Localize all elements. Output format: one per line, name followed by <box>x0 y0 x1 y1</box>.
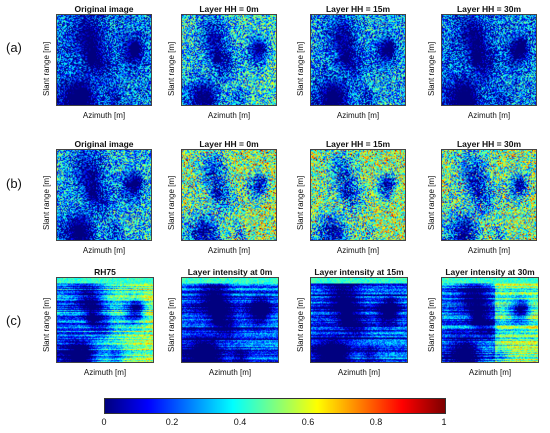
heatmap-canvas <box>311 150 405 240</box>
x-axis-label: Azimuth [m] <box>468 368 512 377</box>
x-axis-label: Azimuth [m] <box>336 246 380 255</box>
panel-title: Layer HH = 30m <box>456 139 522 149</box>
x-axis-label: Azimuth [m] <box>337 368 381 377</box>
panel-title: Layer intensity at 30m <box>445 267 535 277</box>
heatmap-canvas <box>57 150 151 240</box>
colorbar-tick: 0.2 <box>165 417 179 427</box>
heatmap-canvas <box>442 150 536 240</box>
image-panel <box>181 14 277 106</box>
y-axis-label: Slant range [m] <box>427 41 436 96</box>
image-panel <box>310 14 406 106</box>
colorbar-tick: 0.8 <box>369 417 383 427</box>
y-axis-label: Slant range [m] <box>167 175 176 230</box>
y-axis-label: Slant range [m] <box>296 297 305 352</box>
x-axis-label: Azimuth [m] <box>208 368 252 377</box>
y-axis-label: Slant range [m] <box>427 297 436 352</box>
y-axis-label: Slant range [m] <box>42 175 51 230</box>
colorbar <box>104 398 446 414</box>
panel-title: Original image <box>74 4 134 14</box>
panel-title: Layer HH = 15m <box>325 4 391 14</box>
x-axis-label: Azimuth [m] <box>336 111 380 120</box>
y-axis-label: Slant range [m] <box>427 175 436 230</box>
image-panel <box>56 277 154 363</box>
row-label-a: (a) <box>6 40 22 55</box>
row-label-c: (c) <box>6 313 22 328</box>
x-axis-label: Azimuth [m] <box>82 111 126 120</box>
image-panel <box>56 149 152 241</box>
panel-title: Layer HH = 15m <box>325 139 391 149</box>
heatmap-canvas <box>182 150 276 240</box>
panel-title: Original image <box>74 139 134 149</box>
y-axis-label: Slant range [m] <box>42 297 51 352</box>
image-panel <box>441 149 537 241</box>
x-axis-label: Azimuth [m] <box>207 246 251 255</box>
heatmap-canvas <box>442 278 538 362</box>
image-panel <box>441 14 537 106</box>
panel-title: Layer intensity at 0m <box>187 267 273 277</box>
colorbar-tick: 0.4 <box>233 417 247 427</box>
heatmap-canvas <box>57 278 153 362</box>
x-axis-label: Azimuth [m] <box>82 246 126 255</box>
image-panel <box>441 277 539 363</box>
x-axis-label: Azimuth [m] <box>467 111 511 120</box>
colorbar-tick: 0.6 <box>301 417 315 427</box>
image-panel <box>310 277 408 363</box>
heatmap-canvas <box>311 15 405 105</box>
image-panel <box>56 14 152 106</box>
y-axis-label: Slant range [m] <box>296 41 305 96</box>
panel-title: Layer HH = 0m <box>199 139 259 149</box>
image-panel <box>310 149 406 241</box>
y-axis-label: Slant range [m] <box>296 175 305 230</box>
colorbar-tick: 0 <box>101 417 107 427</box>
heatmap-canvas <box>182 278 278 362</box>
x-axis-label: Azimuth [m] <box>467 246 511 255</box>
heatmap-canvas <box>311 278 407 362</box>
heatmap-canvas <box>442 15 536 105</box>
y-axis-label: Slant range [m] <box>167 297 176 352</box>
panel-title: Layer HH = 0m <box>199 4 259 14</box>
y-axis-label: Slant range [m] <box>42 41 51 96</box>
panel-title: Layer intensity at 15m <box>314 267 404 277</box>
y-axis-label: Slant range [m] <box>167 41 176 96</box>
row-label-b: (b) <box>6 176 22 191</box>
colorbar-gradient <box>105 399 445 413</box>
heatmap-canvas <box>57 15 151 105</box>
image-panel <box>181 149 277 241</box>
colorbar-tick: 1 <box>441 417 447 427</box>
heatmap-canvas <box>182 15 276 105</box>
x-axis-label: Azimuth [m] <box>83 368 127 377</box>
x-axis-label: Azimuth [m] <box>207 111 251 120</box>
panel-title: RH75 <box>94 267 116 277</box>
image-panel <box>181 277 279 363</box>
panel-title: Layer HH = 30m <box>456 4 522 14</box>
